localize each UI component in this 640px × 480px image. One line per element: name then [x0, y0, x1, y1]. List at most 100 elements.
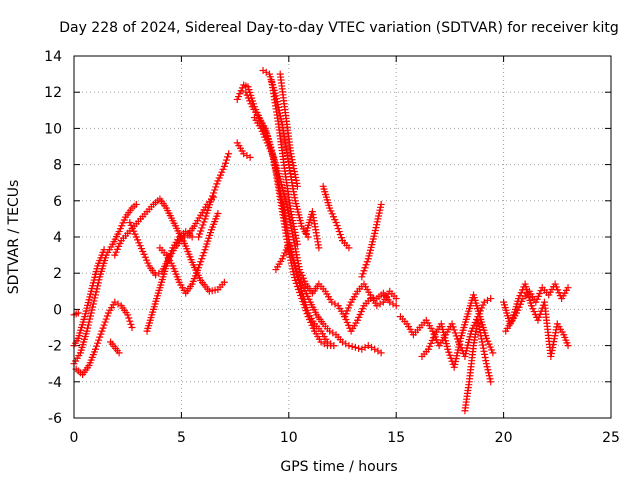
- series-track-03: [70, 246, 108, 350]
- y-tick-label: -4: [48, 375, 62, 391]
- data-point: [474, 316, 482, 324]
- data-point: [450, 326, 458, 334]
- data-point: [482, 360, 490, 368]
- data-point: [364, 342, 372, 350]
- data-point: [483, 363, 491, 371]
- data-point: [84, 324, 92, 332]
- data-point: [320, 340, 328, 348]
- data-point: [477, 332, 485, 340]
- data-point: [334, 225, 342, 233]
- data-point: [445, 348, 453, 356]
- data-point: [392, 295, 400, 303]
- y-tick-label: 10: [44, 121, 62, 137]
- data-point: [126, 317, 134, 325]
- data-point: [358, 345, 366, 353]
- data-point: [449, 323, 457, 331]
- series-track-08: [143, 228, 196, 335]
- data-point: [361, 264, 369, 272]
- data-point: [200, 249, 208, 257]
- data-point: [246, 153, 254, 161]
- x-tick-label: 25: [602, 430, 620, 446]
- data-point: [198, 224, 206, 232]
- data-point: [489, 349, 497, 357]
- series-track-04: [70, 309, 82, 319]
- series-track-11: [233, 139, 254, 161]
- data-point: [359, 270, 367, 278]
- data-point: [478, 335, 486, 343]
- data-point: [89, 300, 97, 308]
- data-point: [332, 219, 340, 227]
- data-point: [168, 247, 176, 255]
- data-point: [92, 288, 100, 296]
- data-point: [363, 258, 371, 266]
- x-tick-label: 5: [177, 430, 186, 446]
- data-point: [335, 228, 343, 236]
- data-point: [220, 278, 228, 286]
- data-point: [94, 339, 102, 347]
- y-tick-label: -6: [48, 411, 62, 427]
- data-point: [475, 322, 483, 330]
- data-point: [207, 195, 215, 203]
- series-track-02: [72, 298, 136, 379]
- data-point: [377, 349, 385, 357]
- series-track-09: [156, 209, 222, 297]
- data-point: [225, 150, 233, 158]
- data-point: [444, 345, 452, 353]
- data-point: [127, 320, 135, 328]
- data-point: [337, 234, 345, 242]
- data-point: [333, 222, 341, 230]
- series-track-17: [276, 70, 301, 190]
- data-point: [345, 244, 353, 252]
- series-track-05: [107, 338, 123, 357]
- data-point: [374, 347, 382, 355]
- data-point: [90, 297, 98, 305]
- series-track-25: [461, 316, 495, 415]
- data-point: [88, 306, 96, 314]
- data-point: [197, 227, 205, 235]
- series-track-06: [111, 195, 228, 295]
- data-point: [91, 291, 99, 299]
- data-point: [336, 231, 344, 239]
- data-point: [195, 264, 203, 272]
- x-tick-label: 0: [70, 430, 79, 446]
- series-track-21: [358, 200, 385, 281]
- data-point: [211, 186, 219, 194]
- data-point: [534, 316, 542, 324]
- y-tick-label: 6: [53, 194, 62, 210]
- series-track-18: [272, 240, 338, 350]
- data-point: [330, 342, 338, 350]
- data-point: [188, 233, 196, 241]
- data-point: [99, 324, 107, 332]
- data-point: [198, 255, 206, 263]
- data-point: [348, 343, 356, 351]
- data-point: [83, 327, 91, 335]
- data-point: [342, 340, 350, 348]
- series-track-20: [319, 182, 353, 252]
- data-point: [361, 343, 369, 351]
- data-point: [481, 353, 489, 361]
- data-point: [355, 344, 363, 352]
- data-point: [487, 295, 495, 303]
- data-marks: [70, 66, 572, 415]
- data-point: [224, 153, 232, 161]
- data-point: [114, 300, 122, 308]
- data-point: [479, 344, 487, 352]
- data-point: [223, 156, 231, 164]
- series-track-24: [418, 291, 497, 371]
- data-point: [564, 284, 572, 292]
- data-point: [125, 314, 133, 322]
- data-point: [345, 342, 353, 350]
- x-tick-labels: 0 5 10 15 20 25: [70, 430, 620, 446]
- data-point: [389, 300, 397, 308]
- data-point: [102, 315, 110, 323]
- data-point: [85, 318, 93, 326]
- chart-title: Day 228 of 2024, Sidereal Day-to-day VTE…: [59, 20, 619, 36]
- y-tick-label: 2: [53, 266, 62, 282]
- y-tick-label: 8: [53, 158, 62, 174]
- data-point: [221, 159, 229, 167]
- data-point: [95, 336, 103, 344]
- data-point: [200, 218, 208, 226]
- data-point: [392, 302, 400, 310]
- series-track-19: [302, 208, 323, 252]
